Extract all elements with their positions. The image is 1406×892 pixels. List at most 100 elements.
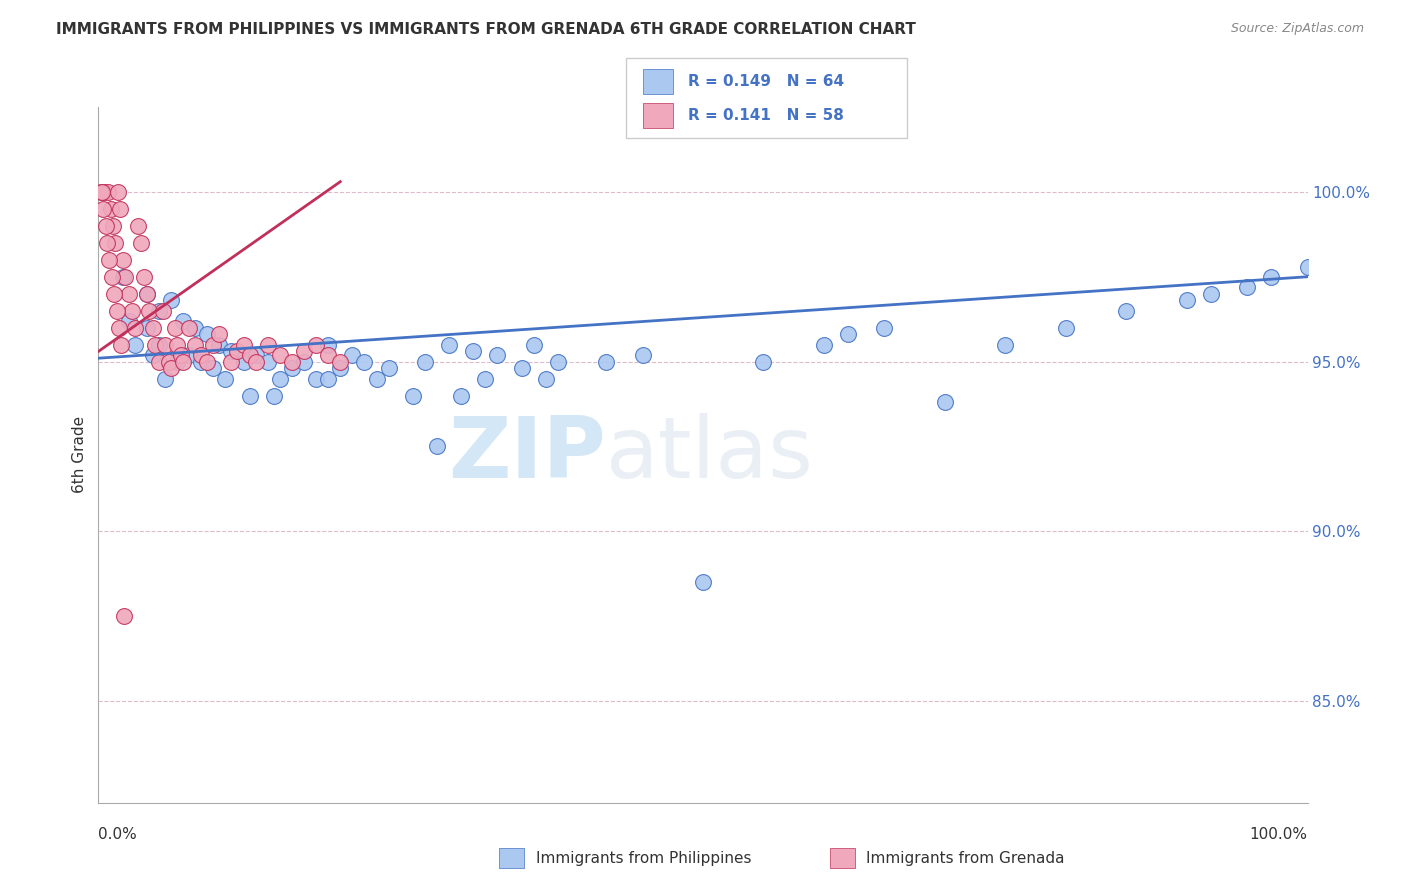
Point	[269, 371, 291, 385]
Point	[134, 269, 156, 284]
Point	[208, 327, 231, 342]
Point	[108, 320, 131, 334]
Point	[110, 337, 132, 351]
Text: atlas: atlas	[606, 413, 814, 497]
Point	[105, 303, 128, 318]
Point	[450, 388, 472, 402]
Point	[103, 286, 125, 301]
Point	[595, 354, 617, 368]
Point	[148, 303, 170, 318]
Point	[437, 337, 460, 351]
Point	[138, 303, 160, 318]
Point	[510, 361, 533, 376]
Point	[153, 337, 176, 351]
Point	[426, 439, 449, 453]
Point	[94, 219, 117, 233]
Point	[402, 388, 425, 402]
Point	[169, 348, 191, 362]
Point	[195, 327, 218, 342]
Point	[245, 354, 267, 368]
Point	[202, 337, 225, 351]
Point	[1296, 260, 1319, 274]
Point	[190, 354, 212, 368]
Point	[873, 320, 896, 334]
Point	[160, 293, 183, 308]
Point	[994, 337, 1017, 351]
Point	[129, 235, 152, 250]
Point	[111, 269, 134, 284]
Point	[1054, 320, 1077, 334]
Point	[112, 609, 135, 624]
Point	[98, 252, 121, 267]
Point	[124, 320, 146, 334]
Point	[226, 344, 249, 359]
Point	[934, 395, 956, 409]
Point	[523, 337, 546, 351]
Point	[121, 303, 143, 318]
Point	[90, 185, 112, 199]
Point	[135, 286, 157, 301]
Point	[101, 219, 124, 233]
Point	[142, 348, 165, 362]
Point	[305, 337, 328, 351]
Point	[239, 348, 262, 362]
Point	[166, 337, 188, 351]
Point	[104, 235, 127, 250]
Point	[245, 348, 267, 362]
Point	[184, 337, 207, 351]
Text: R = 0.149   N = 64: R = 0.149 N = 64	[688, 74, 844, 88]
Point	[100, 269, 122, 284]
Point	[342, 348, 364, 362]
Point	[214, 371, 236, 385]
Point	[1115, 303, 1137, 318]
Point	[692, 575, 714, 590]
Point	[329, 354, 352, 368]
Point	[157, 354, 180, 368]
Point	[232, 337, 254, 351]
Point	[269, 348, 291, 362]
Point	[377, 361, 399, 376]
Point	[256, 337, 278, 351]
Point	[111, 252, 134, 267]
Point	[221, 344, 243, 359]
Text: ZIP: ZIP	[449, 413, 606, 497]
Text: Immigrants from Grenada: Immigrants from Grenada	[866, 851, 1064, 865]
Point	[256, 354, 278, 368]
Point	[813, 337, 835, 351]
Text: Source: ZipAtlas.com: Source: ZipAtlas.com	[1230, 22, 1364, 36]
Text: 0.0%: 0.0%	[98, 827, 138, 841]
Point	[329, 361, 352, 376]
Point	[208, 337, 231, 351]
Point	[179, 320, 201, 334]
Point	[413, 354, 436, 368]
Point	[353, 354, 375, 368]
Point	[195, 354, 218, 368]
Point	[152, 303, 174, 318]
Point	[148, 337, 170, 351]
Point	[486, 348, 509, 362]
Point	[135, 286, 157, 301]
Point	[281, 361, 304, 376]
Y-axis label: 6th Grade: 6th Grade	[72, 417, 87, 493]
Point	[184, 320, 207, 334]
Point	[221, 354, 243, 368]
Point	[163, 320, 186, 334]
Point	[1175, 293, 1198, 308]
Point	[239, 388, 262, 402]
Point	[143, 337, 166, 351]
Point	[281, 354, 304, 368]
Point	[547, 354, 569, 368]
Point	[263, 388, 285, 402]
Point	[190, 348, 212, 362]
Point	[118, 314, 141, 328]
Point	[172, 314, 194, 328]
Point	[1260, 269, 1282, 284]
Point	[91, 202, 114, 216]
Point	[96, 235, 118, 250]
Text: R = 0.141   N = 58: R = 0.141 N = 58	[688, 108, 844, 122]
Point	[232, 354, 254, 368]
Point	[124, 337, 146, 351]
Point	[166, 354, 188, 368]
Point	[474, 371, 496, 385]
Point	[305, 371, 328, 385]
